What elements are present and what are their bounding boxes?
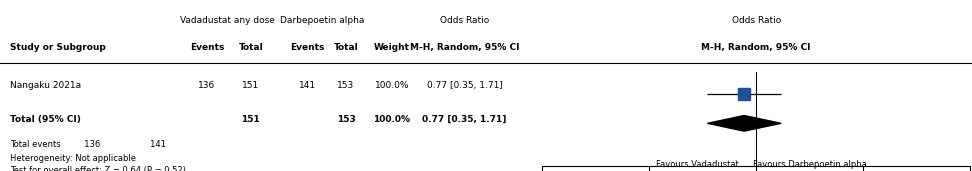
Text: Odds Ratio: Odds Ratio — [732, 16, 781, 25]
Text: 153: 153 — [336, 115, 356, 124]
Text: Total: Total — [238, 43, 263, 52]
Text: Nangaku 2021a: Nangaku 2021a — [10, 81, 81, 90]
Text: Total: Total — [333, 43, 359, 52]
Text: 136: 136 — [198, 81, 216, 90]
Text: Favours Darbepoetin alpha: Favours Darbepoetin alpha — [753, 160, 867, 169]
Text: Total events         136                   141: Total events 136 141 — [10, 140, 165, 149]
Text: Darbepoetin alpha: Darbepoetin alpha — [280, 16, 364, 25]
Text: Favours Vadadustat: Favours Vadadustat — [656, 160, 739, 169]
Text: 153: 153 — [337, 81, 355, 90]
Text: Study or Subgroup: Study or Subgroup — [10, 43, 106, 52]
Text: 151: 151 — [241, 115, 260, 124]
Text: 100.0%: 100.0% — [374, 81, 409, 90]
Text: Odds Ratio: Odds Ratio — [440, 16, 489, 25]
Text: Heterogeneity: Not applicable: Heterogeneity: Not applicable — [10, 154, 136, 163]
Text: 100.0%: 100.0% — [373, 115, 410, 124]
Text: 0.77 [0.35, 1.71]: 0.77 [0.35, 1.71] — [427, 81, 503, 90]
Text: Events: Events — [190, 43, 225, 52]
Text: 151: 151 — [242, 81, 260, 90]
Text: Weight: Weight — [373, 43, 410, 52]
Text: Total (95% CI): Total (95% CI) — [10, 115, 81, 124]
Text: 0.77 [0.35, 1.71]: 0.77 [0.35, 1.71] — [423, 115, 506, 124]
Text: Events: Events — [290, 43, 325, 52]
Text: M-H, Random, 95% CI: M-H, Random, 95% CI — [702, 43, 811, 52]
Text: Vadadustat any dose: Vadadustat any dose — [181, 16, 275, 25]
Polygon shape — [708, 115, 781, 131]
Text: 141: 141 — [298, 81, 316, 90]
Text: Test for overall effect: Z = 0.64 (P = 0.52): Test for overall effect: Z = 0.64 (P = 0… — [10, 167, 186, 171]
Text: M-H, Random, 95% CI: M-H, Random, 95% CI — [410, 43, 519, 52]
